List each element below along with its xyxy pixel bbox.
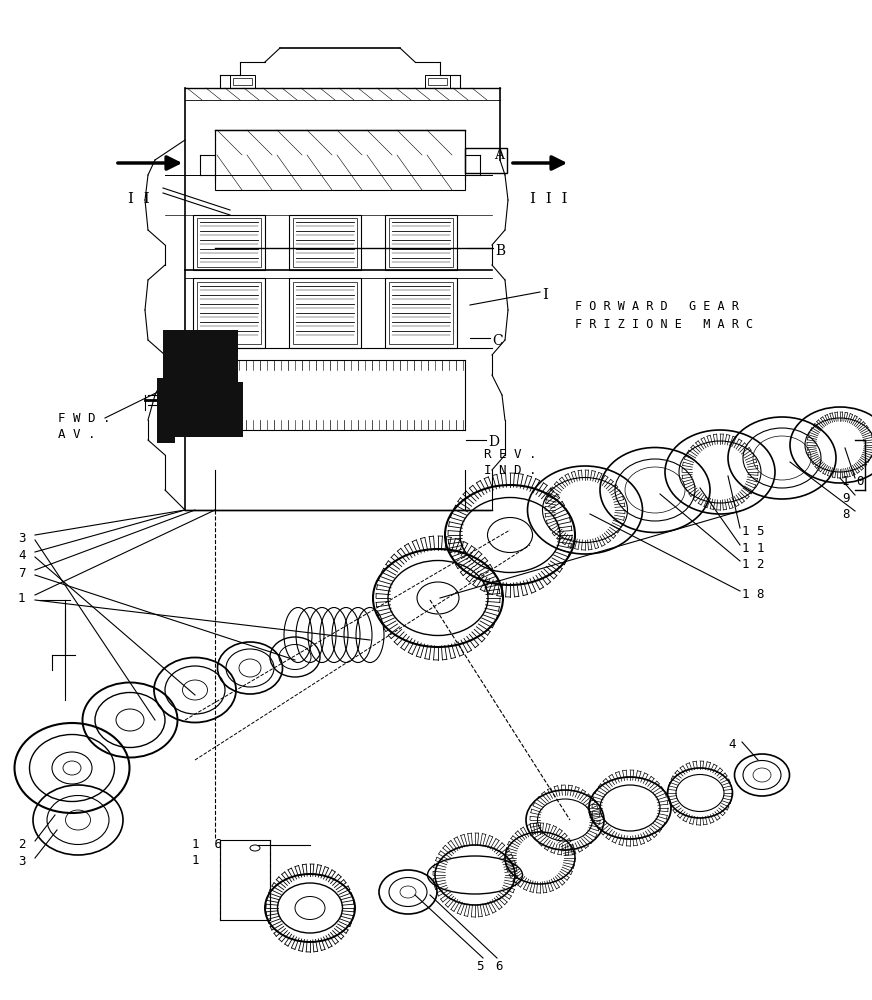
Text: F W D .: F W D . (58, 412, 111, 425)
Text: 1: 1 (18, 592, 25, 605)
Text: 4: 4 (18, 549, 25, 562)
Bar (163, 330, 238, 382)
Text: I  I  I: I I I (530, 192, 568, 206)
Text: 7: 7 (18, 567, 25, 580)
Bar (197, 282, 261, 344)
Bar (385, 215, 457, 270)
Bar (157, 378, 175, 443)
Text: 1 5: 1 5 (742, 525, 765, 538)
Text: F R I Z I O N E   M A R C: F R I Z I O N E M A R C (575, 318, 753, 331)
Text: 1 8: 1 8 (742, 588, 765, 601)
Text: 3: 3 (18, 855, 25, 868)
Bar (193, 215, 265, 270)
Bar (289, 278, 361, 348)
Text: I N D .: I N D . (484, 464, 536, 477)
Bar (193, 278, 265, 348)
Text: 1 1: 1 1 (742, 542, 765, 555)
Text: 1  6: 1 6 (192, 838, 222, 851)
Bar (425, 75, 450, 88)
Text: 1 0: 1 0 (842, 475, 864, 488)
Text: I: I (542, 288, 548, 302)
Bar (428, 78, 447, 85)
Bar (197, 218, 261, 267)
Text: 8: 8 (842, 508, 849, 521)
Bar (465, 148, 507, 173)
Text: R E V .: R E V . (484, 448, 536, 461)
Bar (293, 282, 357, 344)
Text: 5: 5 (476, 960, 483, 973)
Text: 3: 3 (18, 532, 25, 545)
Bar (233, 78, 252, 85)
Bar (289, 215, 361, 270)
Text: I  I: I I (128, 192, 150, 206)
Bar (293, 218, 357, 267)
Text: 4: 4 (728, 738, 735, 751)
Bar (389, 218, 453, 267)
Bar (389, 282, 453, 344)
Bar (215, 130, 465, 190)
Bar (385, 278, 457, 348)
Text: F O R W A R D   G E A R: F O R W A R D G E A R (575, 300, 739, 313)
Text: 9: 9 (842, 492, 849, 505)
Text: 1: 1 (192, 854, 200, 867)
Text: 1 2: 1 2 (742, 558, 765, 571)
Text: A V .: A V . (58, 428, 96, 441)
Text: 6: 6 (495, 960, 502, 973)
Text: 2: 2 (18, 838, 25, 851)
Text: B: B (495, 244, 505, 258)
Bar (230, 75, 255, 88)
Text: C: C (492, 334, 502, 348)
Text: D: D (488, 435, 499, 449)
Bar (163, 382, 243, 437)
Text: A: A (494, 148, 504, 162)
